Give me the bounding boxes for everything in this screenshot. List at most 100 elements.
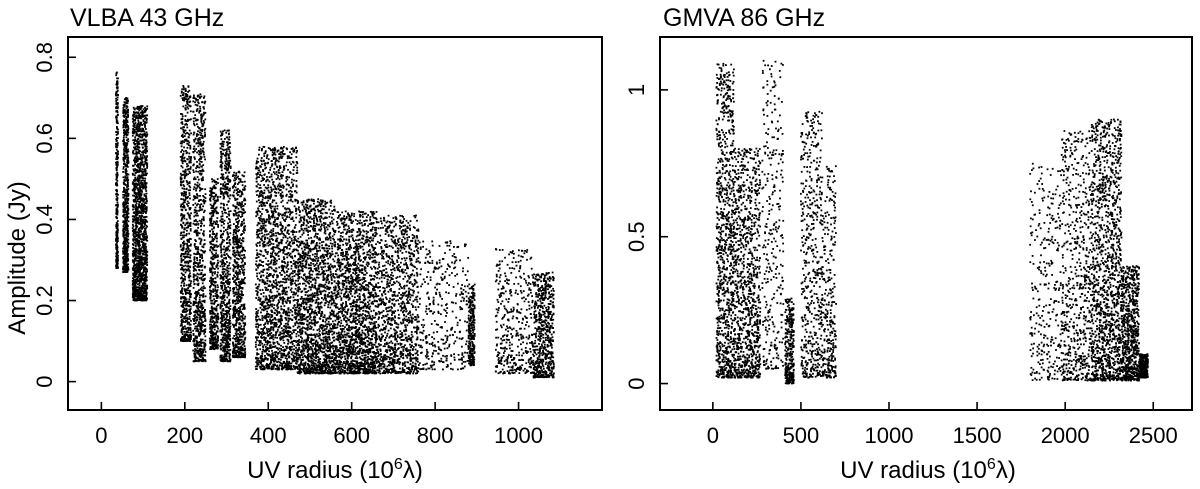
- vlba-data-point: [126, 133, 129, 136]
- vlba-data-point: [182, 268, 184, 271]
- vlba-data-point: [202, 321, 204, 323]
- vlba-data-point: [196, 123, 198, 126]
- vlba-data-point: [192, 270, 195, 272]
- vlba-data-point: [212, 248, 214, 251]
- vlba-data-point: [116, 127, 118, 129]
- vlba-data-point: [201, 101, 203, 104]
- vlba-data-point: [213, 199, 216, 202]
- vlba-data-point: [200, 156, 203, 159]
- vlba-data-point: [117, 266, 119, 269]
- vlba-data-point: [180, 248, 183, 251]
- vlba-data-point: [135, 157, 138, 160]
- vlba-data-point: [219, 206, 222, 209]
- vlba-data-point: [133, 124, 136, 127]
- vlba-data-point: [196, 209, 198, 212]
- vlba-data-point: [143, 155, 146, 158]
- vlba-data-point: [127, 158, 129, 161]
- vlba-data-point: [189, 225, 192, 227]
- vlba-data-point: [195, 295, 198, 298]
- vlba-data-point: [125, 149, 127, 151]
- vlba-data-point: [225, 157, 228, 160]
- vlba-data-point: [212, 332, 215, 335]
- vlba-data-point: [135, 107, 138, 110]
- vlba-data-point: [182, 315, 184, 318]
- vlba-data-point: [141, 219, 143, 222]
- vlba-data-point: [202, 120, 205, 122]
- vlba-data-point: [200, 208, 203, 211]
- vlba-data-point: [139, 194, 142, 197]
- vlba-data-point: [115, 74, 118, 77]
- vlba-data-point: [132, 189, 135, 192]
- vlba-data-point: [127, 192, 129, 195]
- vlba-data-point: [123, 237, 126, 240]
- vlba-data-point: [228, 242, 231, 244]
- vlba-data-point: [122, 110, 125, 112]
- vlba-data-point: [204, 197, 207, 200]
- vlba-data-point: [116, 224, 119, 227]
- vlba-data-point: [123, 186, 125, 189]
- vlba-data-point: [185, 308, 188, 311]
- vlba-data-point: [199, 141, 202, 143]
- vlba-data-point: [201, 222, 203, 225]
- vlba-data-point: [194, 150, 196, 152]
- vlba-data-point: [183, 331, 186, 333]
- vlba-data-point: [141, 250, 144, 253]
- vlba-data-point: [142, 111, 144, 114]
- vlba-data-point: [224, 290, 227, 293]
- vlba-data-point: [225, 281, 228, 284]
- vlba-data-point: [133, 116, 136, 118]
- vlba-data-point: [185, 313, 188, 316]
- vlba-data-point: [188, 237, 191, 240]
- vlba-data-point: [179, 176, 182, 179]
- vlba-data-point: [145, 252, 147, 255]
- vlba-data-point: [133, 126, 136, 129]
- vlba-data-point: [194, 268, 196, 271]
- vlba-data-point: [127, 202, 129, 205]
- vlba-data-point: [213, 249, 216, 252]
- vlba-data-point: [188, 170, 191, 173]
- vlba-data-point: [209, 198, 211, 200]
- vlba-data-point: [182, 248, 185, 251]
- vlba-data-point: [217, 226, 219, 228]
- vlba-data-point: [199, 240, 202, 243]
- vlba-data-point: [136, 243, 139, 245]
- vlba-data-point: [137, 125, 139, 128]
- vlba-data-point: [203, 209, 206, 212]
- vlba-data-point: [138, 170, 141, 173]
- vlba-data-point: [115, 83, 118, 86]
- vlba-data-point: [209, 224, 211, 227]
- vlba-data-point: [227, 168, 230, 170]
- vlba-data-point: [182, 328, 185, 330]
- vlba-data-point: [203, 121, 206, 124]
- vlba-data-point: [133, 159, 135, 162]
- vlba-data-point: [140, 153, 142, 156]
- vlba-data-point: [116, 80, 119, 82]
- vlba-data-point: [180, 255, 182, 258]
- vlba-data-point: [145, 295, 147, 297]
- vlba-data-point: [184, 242, 186, 245]
- vlba-data-point: [139, 275, 141, 277]
- vlba-data-point: [216, 232, 218, 235]
- vlba-data-point: [144, 161, 146, 163]
- vlba-data-point: [181, 181, 184, 183]
- vlba-data-point: [135, 117, 137, 119]
- vlba-data-point: [189, 144, 192, 147]
- vlba-data-point: [226, 311, 228, 314]
- vlba-data-point: [210, 192, 213, 195]
- vlba-data-point: [122, 233, 125, 236]
- vlba-data-point: [194, 274, 197, 277]
- vlba-data-point: [145, 290, 147, 293]
- vlba-data-point: [189, 146, 192, 149]
- vlba-data-point: [192, 273, 195, 276]
- vlba-data-point: [187, 189, 190, 192]
- vlba-data-point: [146, 105, 149, 108]
- vlba-data-point: [143, 165, 145, 168]
- vlba-data-point: [189, 323, 192, 326]
- vlba-data-point: [134, 293, 137, 295]
- vlba-data-point: [137, 130, 139, 133]
- vlba-data-point: [193, 274, 196, 277]
- vlba-data-point: [116, 264, 118, 267]
- vlba-data-point: [132, 244, 135, 246]
- vlba-data-point: [182, 245, 185, 247]
- vlba-data-point: [185, 331, 188, 334]
